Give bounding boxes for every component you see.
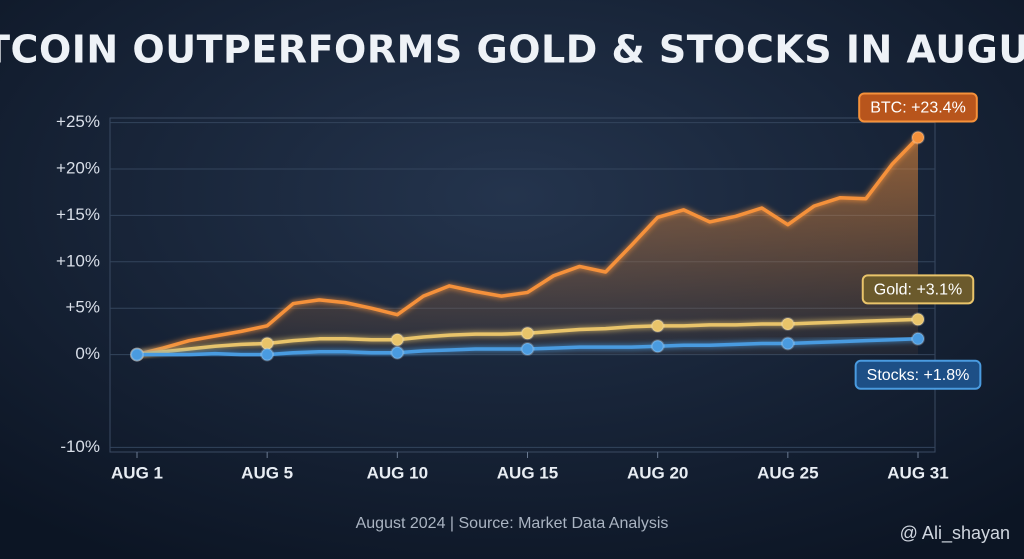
annotation-text: Gold: +3.1% — [874, 282, 963, 299]
y-tick-label: +5% — [66, 298, 101, 317]
x-tick-label: AUG 10 — [367, 463, 428, 482]
annotation-text: Stocks: +1.8% — [867, 367, 970, 384]
point — [260, 347, 275, 362]
point — [650, 339, 665, 354]
y-tick-label: 0% — [75, 344, 100, 363]
y-tick-label: +25% — [56, 112, 100, 131]
annotation-box — [854, 359, 982, 390]
point — [650, 318, 665, 333]
source: August 2024 | Source: Market Data Analys… — [356, 515, 669, 532]
annotation: BTC: +23.4% — [858, 92, 978, 123]
annotation: Stocks: +1.8% — [854, 359, 982, 390]
point — [911, 130, 925, 145]
point — [130, 347, 144, 362]
x-tick-label: AUG 5 — [241, 463, 293, 482]
y-tick-label: +20% — [56, 159, 100, 178]
x-tick-label: AUG 20 — [627, 463, 688, 482]
annotation-box — [861, 274, 975, 305]
point — [780, 316, 795, 331]
y-tick-label: -10% — [60, 437, 100, 456]
y-tick-label: +10% — [56, 251, 100, 270]
point — [520, 326, 535, 341]
point — [390, 332, 405, 347]
point — [520, 342, 535, 357]
watermark: @ Ali_shayan — [900, 523, 1010, 544]
annotation-box — [858, 92, 978, 123]
x-tick-label: AUG 1 — [111, 463, 163, 482]
point — [911, 331, 925, 346]
annotation-text: BTC: +23.4% — [870, 100, 966, 117]
point — [780, 336, 795, 351]
chart-title: BITCOIN OUTPERFORMS GOLD & STOCKS IN AUG… — [0, 28, 1024, 72]
y-tick-label: +15% — [56, 205, 100, 224]
annotation: Gold: +3.1% — [861, 274, 975, 305]
x-tick-label: AUG 25 — [757, 463, 818, 482]
point — [911, 312, 925, 327]
line — [136, 136, 920, 357]
x-tick-label: AUG 31 — [887, 463, 948, 482]
area — [137, 137, 918, 355]
x-tick-label: AUG 15 — [497, 463, 558, 482]
point — [390, 345, 405, 360]
